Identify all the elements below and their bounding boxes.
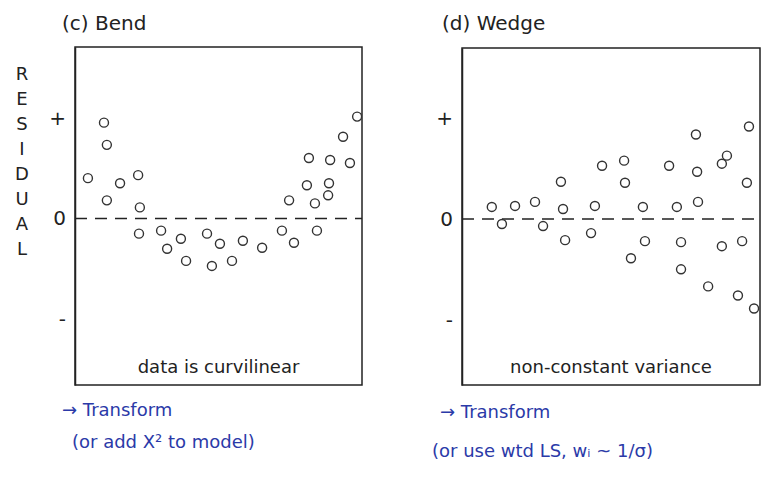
point xyxy=(717,159,726,168)
point xyxy=(638,202,647,211)
point xyxy=(310,199,319,208)
point xyxy=(744,122,753,131)
tick: + xyxy=(436,106,462,130)
point xyxy=(312,226,321,235)
point xyxy=(134,171,143,180)
annotation: data is curvilinear xyxy=(138,356,300,377)
zero-line xyxy=(75,218,362,220)
point xyxy=(590,201,599,210)
point xyxy=(561,236,570,245)
point xyxy=(677,238,686,247)
point xyxy=(277,226,286,235)
point xyxy=(99,118,108,127)
panel: (c) Bend RESIDUAL +0 - data is curvilinear → … xyxy=(15,11,362,452)
point xyxy=(207,261,216,270)
point xyxy=(677,265,686,274)
point xyxy=(487,202,496,211)
point xyxy=(339,132,348,141)
point xyxy=(324,179,333,188)
point xyxy=(324,191,333,200)
point xyxy=(717,242,726,251)
tick-label: 0 xyxy=(440,207,453,231)
y-axis: +0 - xyxy=(436,49,462,386)
point xyxy=(738,237,747,246)
point xyxy=(215,239,224,248)
point xyxy=(497,220,506,229)
point xyxy=(135,203,144,212)
point xyxy=(102,196,111,205)
point xyxy=(176,234,185,243)
annotation: non-constant variance xyxy=(510,356,712,377)
plot-frame xyxy=(75,47,362,385)
point xyxy=(258,243,267,252)
note: (or add X² to model) xyxy=(72,431,255,452)
point xyxy=(539,222,548,231)
zero-line xyxy=(462,218,760,220)
point xyxy=(531,197,540,206)
panel: (d) Wedge +0 - non-constant variance → Trans… xyxy=(432,11,760,461)
tick: + xyxy=(49,106,75,130)
point xyxy=(511,201,520,210)
point xyxy=(672,202,681,211)
point xyxy=(693,167,702,176)
axis-title: RESIDUAL xyxy=(15,63,29,259)
point xyxy=(345,159,354,168)
panel-title: (c) Bend xyxy=(62,11,146,35)
tick-label: 0 xyxy=(53,206,66,230)
tick-label: + xyxy=(49,106,66,130)
point xyxy=(621,178,630,187)
point xyxy=(203,229,212,238)
tick: 0 xyxy=(440,207,462,231)
point xyxy=(559,204,568,213)
point xyxy=(598,161,607,170)
tick: - xyxy=(59,307,75,331)
point xyxy=(157,226,166,235)
point xyxy=(722,151,731,160)
point xyxy=(302,181,311,190)
note: → Transform xyxy=(62,399,172,420)
point xyxy=(742,178,751,187)
point xyxy=(640,237,649,246)
tick-label: + xyxy=(436,106,453,130)
point xyxy=(227,256,236,265)
point xyxy=(704,282,713,291)
point xyxy=(691,130,700,139)
point xyxy=(102,140,111,149)
plot-area xyxy=(462,122,760,313)
tick-label: - xyxy=(59,307,66,331)
point xyxy=(285,196,294,205)
tick: - xyxy=(446,308,462,332)
point xyxy=(116,179,125,188)
plot-frame xyxy=(462,48,760,385)
point xyxy=(665,161,674,170)
point xyxy=(163,244,172,253)
point xyxy=(556,177,565,186)
note: → Transform xyxy=(440,401,550,422)
y-axis: +0 - xyxy=(49,48,75,386)
point xyxy=(587,229,596,238)
point xyxy=(326,156,335,165)
tick: 0 xyxy=(53,206,75,230)
figure: (c) Bend RESIDUAL +0 - data is curvilinear → … xyxy=(0,0,774,479)
point xyxy=(238,236,247,245)
tick-label: - xyxy=(446,308,453,332)
point xyxy=(353,112,362,121)
panel-title: (d) Wedge xyxy=(442,11,545,35)
point xyxy=(304,153,313,162)
plot-area xyxy=(75,112,362,270)
point xyxy=(620,156,629,165)
point xyxy=(182,256,191,265)
point xyxy=(135,229,144,238)
point xyxy=(694,197,703,206)
axis-line xyxy=(462,49,464,386)
point xyxy=(626,254,635,263)
point xyxy=(289,238,298,247)
note: (or use wtd LS, wᵢ ~ 1/σ) xyxy=(432,440,653,461)
point xyxy=(733,291,742,300)
point xyxy=(750,304,759,313)
axis-line xyxy=(75,48,77,386)
point xyxy=(83,174,92,183)
